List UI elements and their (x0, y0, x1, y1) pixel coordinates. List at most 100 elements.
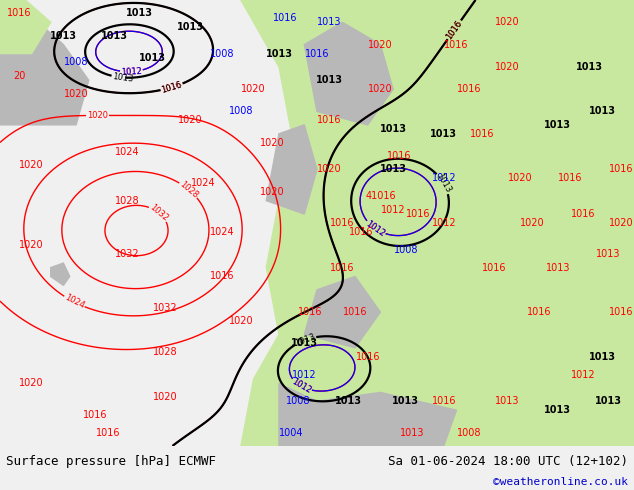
Text: 1016: 1016 (527, 307, 551, 317)
Text: 20: 20 (13, 71, 25, 81)
Text: 1024: 1024 (115, 147, 139, 157)
Text: 1004: 1004 (280, 427, 304, 438)
Text: 1020: 1020 (609, 218, 633, 228)
Text: 1013: 1013 (589, 352, 616, 362)
Text: 1013: 1013 (495, 396, 519, 406)
Text: 1013: 1013 (112, 72, 134, 83)
Text: 1016: 1016 (96, 427, 120, 438)
Text: Sa 01-06-2024 18:00 UTC (12+102): Sa 01-06-2024 18:00 UTC (12+102) (387, 455, 628, 468)
Text: 1020: 1020 (261, 138, 285, 147)
Text: 1016: 1016 (406, 209, 430, 219)
Text: 1013: 1013 (400, 427, 424, 438)
Text: 1032: 1032 (148, 203, 170, 223)
Text: 1013: 1013 (595, 396, 622, 406)
Text: 1013: 1013 (545, 405, 571, 415)
Polygon shape (266, 125, 317, 214)
Text: 1020: 1020 (521, 218, 545, 228)
Text: 1016: 1016 (349, 227, 373, 237)
Text: 1013: 1013 (139, 53, 165, 63)
Text: 1020: 1020 (229, 316, 253, 326)
Text: 1016: 1016 (160, 80, 183, 95)
Text: 1013: 1013 (380, 124, 406, 134)
Text: 1028: 1028 (115, 196, 139, 206)
Text: 1012: 1012 (120, 67, 142, 76)
Text: 1008: 1008 (394, 245, 418, 255)
Text: 1013: 1013 (545, 120, 571, 130)
Text: 1013: 1013 (266, 49, 292, 58)
Text: 1016: 1016 (432, 396, 456, 406)
Text: 1013: 1013 (380, 165, 406, 174)
Text: 1024: 1024 (191, 178, 215, 188)
Text: 1016: 1016 (305, 49, 329, 58)
Text: 1012: 1012 (120, 67, 142, 76)
Text: 1012: 1012 (571, 369, 595, 380)
Text: 41016: 41016 (365, 191, 396, 201)
Text: 1028: 1028 (178, 179, 200, 200)
Polygon shape (0, 0, 51, 53)
Text: 1028: 1028 (153, 347, 177, 357)
Text: 1012: 1012 (381, 204, 405, 215)
Text: 1032: 1032 (115, 249, 139, 259)
Text: ©weatheronline.co.uk: ©weatheronline.co.uk (493, 477, 628, 487)
Text: 1016: 1016 (273, 13, 297, 23)
Text: 1020: 1020 (178, 115, 202, 125)
Text: 1012: 1012 (290, 377, 313, 395)
Text: 1013: 1013 (177, 22, 204, 32)
Text: 1013: 1013 (430, 129, 457, 139)
Text: 1020: 1020 (261, 187, 285, 197)
Text: 1020: 1020 (64, 89, 88, 98)
Text: 1016: 1016 (482, 263, 507, 272)
Text: 1016: 1016 (444, 19, 464, 41)
Text: 1012: 1012 (364, 219, 387, 238)
Text: 1020: 1020 (495, 17, 519, 27)
Text: 1016: 1016 (83, 410, 107, 420)
Text: 1016: 1016 (330, 263, 354, 272)
Text: 1020: 1020 (318, 165, 342, 174)
Text: 1013: 1013 (291, 338, 318, 348)
Polygon shape (304, 22, 393, 125)
Text: 1013: 1013 (101, 31, 127, 41)
Text: 1012: 1012 (432, 173, 456, 183)
Text: 1012: 1012 (292, 369, 316, 380)
Text: 1016: 1016 (470, 129, 494, 139)
Text: 1020: 1020 (508, 173, 532, 183)
Text: 1032: 1032 (153, 303, 177, 313)
Text: 1016: 1016 (330, 218, 354, 228)
Text: 1013: 1013 (316, 75, 343, 85)
Text: 1024: 1024 (210, 227, 234, 237)
Text: 1016: 1016 (559, 173, 583, 183)
Text: 1020: 1020 (242, 84, 266, 94)
Text: 1020: 1020 (368, 84, 392, 94)
Text: 1013: 1013 (392, 396, 419, 406)
Polygon shape (51, 263, 70, 285)
Text: 1016: 1016 (609, 165, 633, 174)
Text: 1013: 1013 (318, 17, 342, 27)
Text: 1024: 1024 (63, 293, 86, 311)
Text: 1008: 1008 (286, 396, 310, 406)
Text: 1016: 1016 (457, 84, 481, 94)
Text: 1013: 1013 (434, 172, 453, 195)
Text: 1013: 1013 (597, 249, 621, 259)
Text: 1008: 1008 (229, 106, 253, 117)
Polygon shape (241, 0, 634, 446)
Polygon shape (0, 22, 89, 125)
Text: 1016: 1016 (444, 40, 469, 49)
Text: 1008: 1008 (210, 49, 234, 58)
Text: 1020: 1020 (495, 62, 519, 72)
Text: 1016: 1016 (571, 209, 595, 219)
Text: 1016: 1016 (609, 307, 633, 317)
Text: 1016: 1016 (318, 115, 342, 125)
Text: 1012: 1012 (432, 218, 456, 228)
Text: 1013: 1013 (576, 62, 603, 72)
Text: 1012: 1012 (290, 377, 313, 395)
Text: 1008: 1008 (64, 57, 88, 68)
Text: 1020: 1020 (20, 160, 44, 170)
Text: 1016: 1016 (444, 19, 464, 41)
Text: 1013: 1013 (546, 263, 570, 272)
Text: 1016: 1016 (356, 352, 380, 362)
Text: 1016: 1016 (160, 80, 183, 95)
Text: 1013: 1013 (335, 396, 362, 406)
Text: 1020: 1020 (153, 392, 177, 402)
Text: 1008: 1008 (457, 427, 481, 438)
Text: 1013: 1013 (589, 106, 616, 117)
